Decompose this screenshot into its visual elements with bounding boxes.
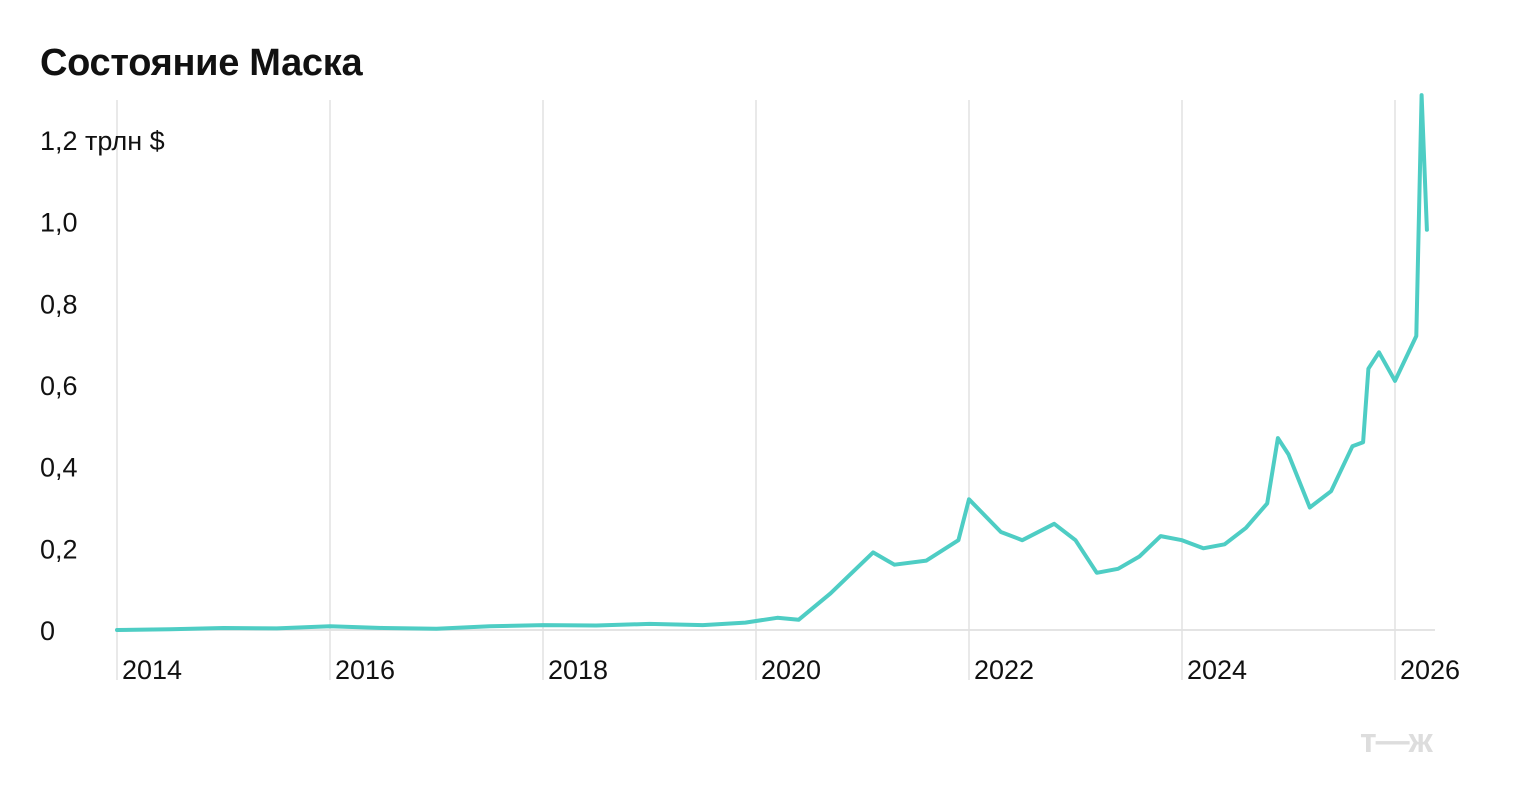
y-tick-label: 1,2 трлн $ [40,126,165,156]
x-tick-label: 2016 [335,655,395,685]
brand-logo: т—ж [1360,722,1434,760]
x-tick-label: 2018 [548,655,608,685]
x-tick-label: 2020 [761,655,821,685]
grid-lines [116,100,1435,680]
x-axis-ticks: 2014 2016 2018 2020 2022 2024 2026 [122,655,1460,685]
chart-title: Состояние Маска [40,42,363,84]
series-line [115,93,1429,632]
y-tick-label: 0,2 [40,534,78,564]
x-tick-label: 2024 [1187,655,1247,685]
y-tick-label: 0,6 [40,371,78,401]
x-tick-label: 2026 [1400,655,1460,685]
y-axis-ticks: 0 0,2 0,4 0,6 0,8 1,0 1,2 трлн $ [40,126,165,646]
y-tick-label: 0 [40,616,55,646]
series-layer [115,93,1429,632]
x-tick-label: 2014 [122,655,182,685]
y-tick-label: 1,0 [40,208,78,238]
y-tick-label: 0,8 [40,289,78,319]
y-tick-label: 0,4 [40,453,78,483]
x-tick-label: 2022 [974,655,1034,685]
